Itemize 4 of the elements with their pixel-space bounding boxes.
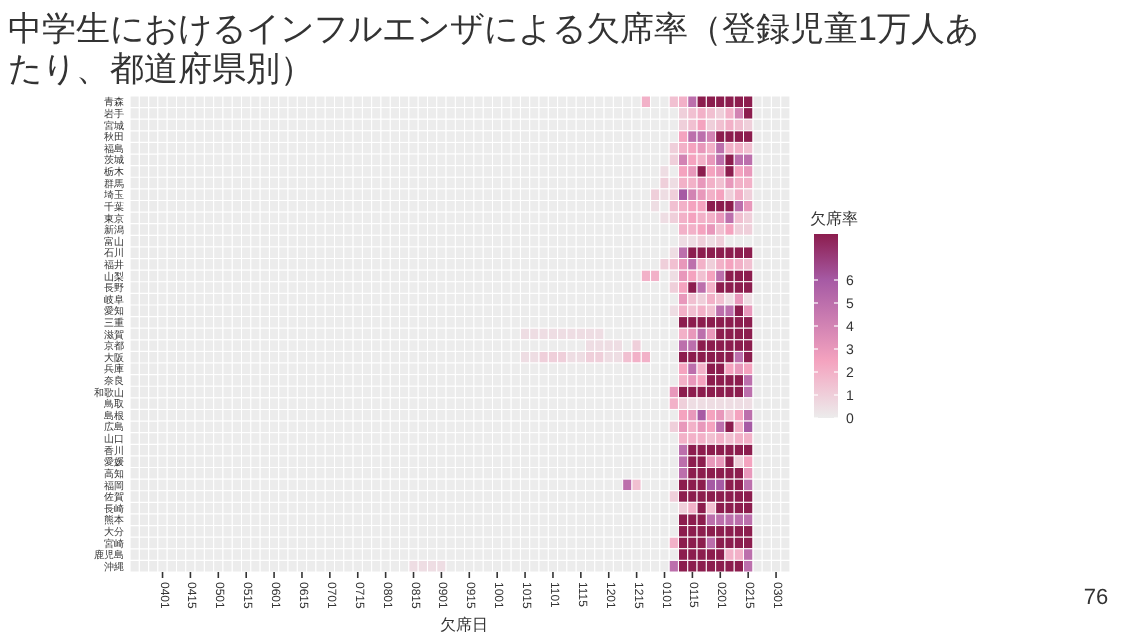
x-axis-title: 欠席日	[440, 616, 488, 634]
chart-title: 中学生におけるインフルエンザによる欠席率（登録児童1万人あたり、都道府県別）	[8, 10, 979, 88]
text: 76	[1083, 586, 1109, 610]
color-bar-title: 欠席率	[810, 210, 858, 228]
